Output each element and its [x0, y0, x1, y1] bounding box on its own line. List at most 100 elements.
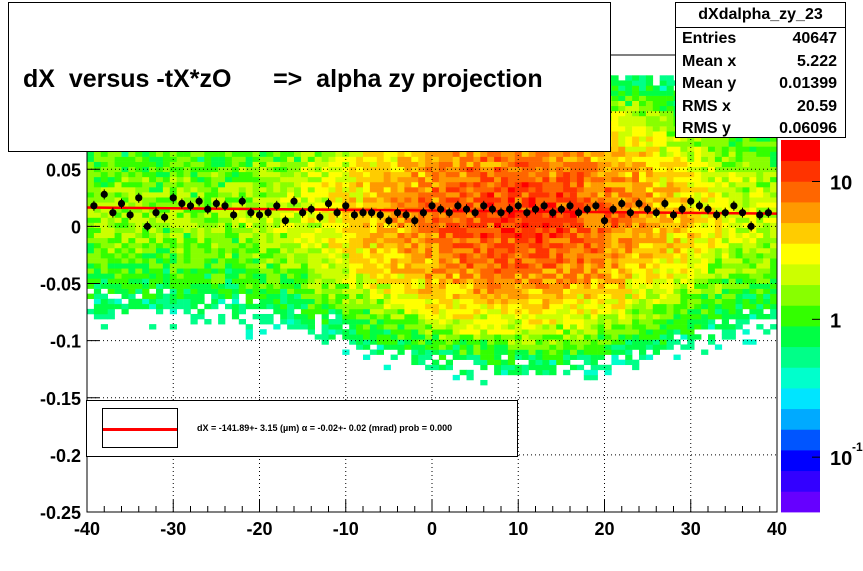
heatmap-cell: [266, 319, 274, 325]
heatmap-cell: [618, 253, 626, 259]
heatmap-cell: [335, 293, 343, 300]
heatmap-cell: [487, 171, 495, 178]
heatmap-cell: [231, 156, 240, 162]
heatmap-cell: [535, 222, 543, 228]
heatmap-cell: [314, 227, 322, 234]
heatmap-cell: [611, 202, 619, 208]
heatmap-cell: [632, 334, 640, 340]
heatmap-cell: [300, 166, 309, 173]
heatmap-cell: [473, 334, 481, 340]
heatmap-cell: [245, 187, 253, 193]
heatmap-cell: [549, 187, 557, 193]
heatmap-cell: [93, 192, 102, 198]
heatmap-cell: [756, 293, 764, 300]
heatmap-cell: [266, 156, 274, 162]
heatmap-cell: [507, 242, 516, 249]
heatmap-cell: [383, 242, 391, 249]
heatmap-cell: [156, 161, 164, 168]
heatmap-cell: [632, 121, 640, 127]
heatmap-cell: [321, 197, 329, 203]
heatmap-cell: [521, 202, 529, 208]
heatmap-cell: [728, 156, 736, 162]
heatmap-cell: [397, 293, 405, 300]
heatmap-cell: [128, 288, 136, 294]
heatmap-cell: [294, 151, 302, 157]
heatmap-cell: [528, 349, 536, 355]
heatmap-cell: [452, 232, 460, 239]
heatmap-cell: [583, 176, 591, 183]
heatmap-cell: [328, 156, 336, 162]
heatmap-cell: [645, 247, 654, 254]
heatmap-cell: [459, 151, 467, 157]
heatmap-cell: [335, 181, 343, 188]
heatmap-cell: [100, 242, 108, 249]
heatmap-cell: [190, 303, 198, 310]
heatmap-cell: [176, 151, 184, 157]
heatmap-cell: [563, 369, 571, 376]
heatmap-cell: [480, 181, 488, 188]
heatmap-cell: [225, 161, 233, 168]
heatmap-cell: [501, 232, 509, 239]
heatmap-cell: [542, 166, 550, 173]
heatmap-cell: [632, 207, 640, 213]
heatmap-cell: [611, 131, 619, 137]
heatmap-cell: [756, 136, 764, 142]
heatmap-cell: [659, 293, 667, 300]
heatmap-cell: [328, 222, 336, 228]
heatmap-cell: [501, 171, 509, 178]
heatmap-cell: [376, 308, 384, 315]
heatmap-cell: [742, 202, 750, 208]
heatmap-cell: [349, 242, 357, 249]
heatmap-cell: [749, 293, 757, 300]
heatmap-cell: [218, 247, 226, 254]
heatmap-cell: [114, 197, 122, 203]
heatmap-cell: [356, 202, 364, 208]
heatmap-cell: [369, 324, 378, 330]
heatmap-cell: [300, 227, 309, 234]
heatmap-cell: [611, 339, 619, 345]
heatmap-cell: [652, 232, 660, 239]
heatmap-cell: [735, 202, 743, 208]
heatmap-cell: [438, 268, 447, 274]
heatmap-cell: [645, 197, 654, 203]
heatmap-cell: [749, 192, 757, 198]
heatmap-cell: [507, 171, 516, 178]
heatmap-cell: [231, 278, 240, 284]
heatmap-cell: [149, 151, 157, 157]
heatmap-cell: [445, 171, 453, 178]
heatmap-cell: [728, 313, 736, 320]
heatmap-cell: [708, 303, 716, 310]
heatmap-cell: [121, 217, 129, 223]
heatmap-cell: [756, 308, 764, 315]
heatmap-cell: [169, 242, 177, 249]
heatmap-cell: [659, 110, 667, 117]
heatmap-cell: [266, 227, 274, 234]
heatmap-cell: [121, 197, 129, 203]
heatmap-cell: [487, 222, 495, 228]
heatmap-cell: [328, 258, 336, 264]
heatmap-cell: [259, 288, 267, 294]
heatmap-cell: [521, 232, 529, 239]
heatmap-cell: [694, 303, 702, 310]
heatmap-cell: [321, 324, 329, 330]
heatmap-cell: [666, 237, 674, 244]
heatmap-cell: [728, 176, 736, 183]
heatmap-cell: [245, 268, 253, 274]
heatmap-cell: [225, 263, 233, 269]
heatmap-cell: [190, 166, 198, 173]
heatmap-cell: [190, 161, 198, 168]
heatmap-cell: [714, 247, 723, 254]
heatmap-cell: [735, 258, 743, 264]
heatmap-cell: [618, 313, 626, 320]
heatmap-cell: [763, 242, 771, 249]
heatmap-cell: [714, 283, 723, 289]
heatmap-cell: [114, 237, 122, 244]
heatmap-cell: [701, 227, 709, 234]
heatmap-cell: [528, 187, 536, 193]
heatmap-cell: [473, 319, 481, 325]
heatmap-cell: [673, 136, 681, 142]
heatmap-cell: [521, 293, 529, 300]
heatmap-cell: [307, 253, 315, 259]
heatmap-cell: [259, 263, 267, 269]
heatmap-cell: [156, 222, 164, 228]
